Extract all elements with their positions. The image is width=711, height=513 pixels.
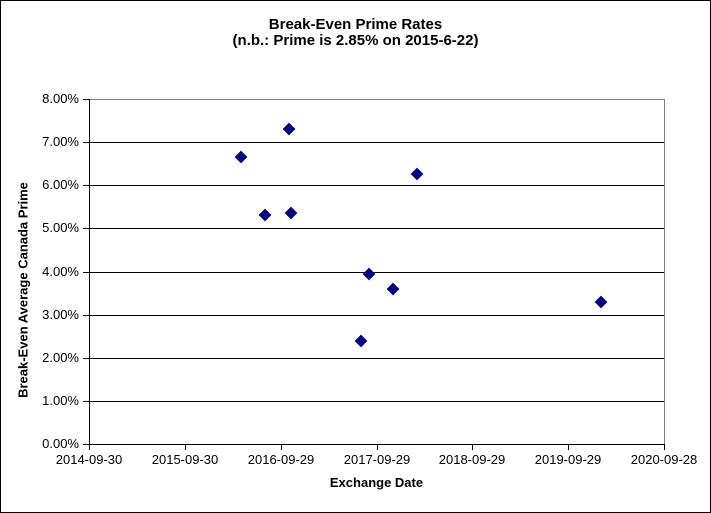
- x-tick-label: 2015-09-30: [151, 452, 219, 467]
- gridline-1pct: [90, 401, 664, 402]
- y-axis-line: [89, 99, 90, 445]
- data-point: [594, 295, 608, 309]
- y-tick-label: 6.00%: [42, 177, 79, 192]
- y-tick-4.00%: [83, 272, 89, 273]
- x-tick-2014-09-30: [89, 445, 90, 450]
- data-point: [282, 122, 296, 136]
- data-point: [410, 168, 424, 181]
- data-point: [354, 334, 368, 347]
- data-point: [386, 282, 400, 296]
- y-tick-1.00%: [83, 401, 89, 402]
- x-tick-2016-09-29: [281, 445, 282, 450]
- y-tick-label: 1.00%: [42, 393, 79, 408]
- gridline-4pct: [90, 272, 664, 273]
- y-tick-3.00%: [83, 315, 89, 316]
- x-tick-2017-09-29: [377, 445, 378, 450]
- x-tick-2015-09-30: [185, 445, 186, 450]
- x-tick-label: 2016-09-29: [247, 452, 315, 467]
- x-axis-line: [89, 444, 665, 445]
- y-axis-title: Break-Even Average Canada Prime: [15, 182, 31, 398]
- x-tick-2019-09-29: [568, 445, 569, 450]
- chart-subtitle: (n.b.: Prime is 2.85% on 2015-6-22): [232, 32, 479, 49]
- y-tick-7.00%: [83, 142, 89, 143]
- y-tick-label: 2.00%: [42, 350, 79, 365]
- x-tick-2018-09-29: [472, 445, 473, 450]
- y-tick-6.00%: [83, 185, 89, 186]
- x-tick-2020-09-28: [664, 445, 665, 450]
- gridline-6pct: [90, 185, 664, 186]
- y-tick-label: 7.00%: [42, 134, 79, 149]
- x-tick-label: 2019-09-29: [534, 452, 602, 467]
- y-tick-label: 8.00%: [42, 91, 79, 106]
- y-tick-label: 4.00%: [42, 264, 79, 279]
- gridline-5pct: [90, 228, 664, 229]
- y-tick-2.00%: [83, 358, 89, 359]
- plot-border-right: [664, 99, 665, 445]
- x-axis-title: Exchange Date: [329, 475, 424, 490]
- x-tick-label: 2017-09-29: [343, 452, 411, 467]
- data-point: [284, 206, 298, 220]
- y-tick-label: 3.00%: [42, 307, 79, 322]
- data-point: [362, 267, 376, 281]
- x-tick-label: 2020-09-28: [630, 452, 698, 467]
- gridline-2pct: [90, 358, 664, 359]
- plot-border-top: [89, 99, 665, 100]
- y-tick-label: 0.00%: [42, 436, 79, 451]
- gridline-7pct: [90, 142, 664, 143]
- data-point: [234, 150, 248, 164]
- data-point: [258, 209, 272, 222]
- x-tick-label: 2014-09-30: [55, 452, 123, 467]
- y-tick-label: 5.00%: [42, 220, 79, 235]
- x-tick-label: 2018-09-29: [438, 452, 506, 467]
- y-tick-5.00%: [83, 228, 89, 229]
- chart-title-block: Break-Even Prime Rates (n.b.: Prime is 2…: [1, 17, 710, 49]
- chart-title: Break-Even Prime Rates: [268, 16, 443, 33]
- y-tick-8.00%: [83, 99, 89, 100]
- y-tick-0.00%: [83, 444, 89, 445]
- gridline-3pct: [90, 315, 664, 316]
